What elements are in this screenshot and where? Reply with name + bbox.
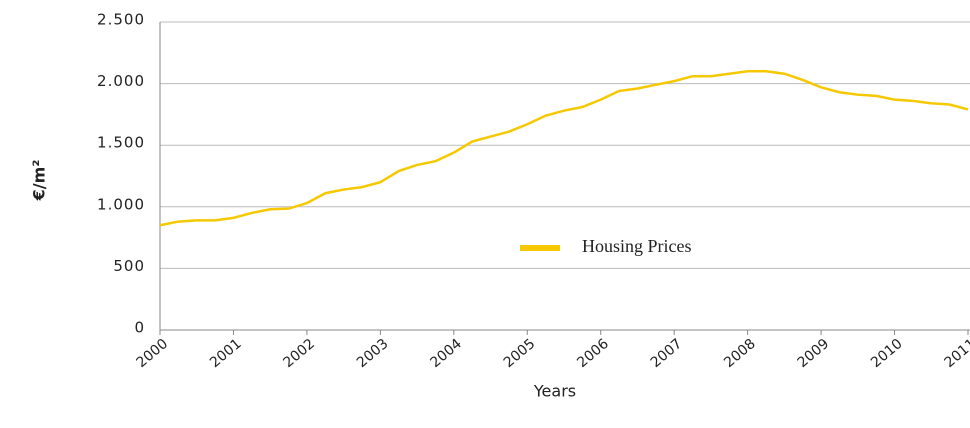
y-tick-label: 500 bbox=[113, 257, 145, 275]
y-tick-label: 1.000 bbox=[97, 195, 145, 213]
x-tick-label: 2005 bbox=[501, 336, 539, 371]
y-tick-label: 2.500 bbox=[97, 11, 145, 29]
y-axis-label: €/m² bbox=[30, 160, 49, 202]
x-tick-label: 2011 bbox=[942, 336, 970, 371]
x-tick-label: 2000 bbox=[134, 336, 172, 371]
y-tick-label: 0 bbox=[134, 319, 145, 337]
y-tick-label: 1.500 bbox=[97, 134, 145, 152]
x-tick-label: 2003 bbox=[354, 336, 392, 371]
x-tick-label: 2002 bbox=[280, 336, 318, 371]
x-axis-label: Years bbox=[533, 382, 576, 401]
x-tick-label: 2008 bbox=[721, 336, 759, 371]
x-tick-label: 2007 bbox=[648, 336, 686, 371]
legend-swatch bbox=[520, 245, 560, 251]
x-tick-label: 2010 bbox=[868, 336, 906, 371]
y-tick-label: 2.000 bbox=[97, 72, 145, 90]
x-tick-label: 2006 bbox=[574, 336, 612, 371]
x-tick-label: 2001 bbox=[207, 336, 245, 371]
legend-text: Housing Prices bbox=[582, 236, 692, 256]
x-tick-label: 2009 bbox=[795, 336, 833, 371]
line bbox=[159, 70, 969, 227]
x-tick-label: 2004 bbox=[427, 336, 465, 371]
